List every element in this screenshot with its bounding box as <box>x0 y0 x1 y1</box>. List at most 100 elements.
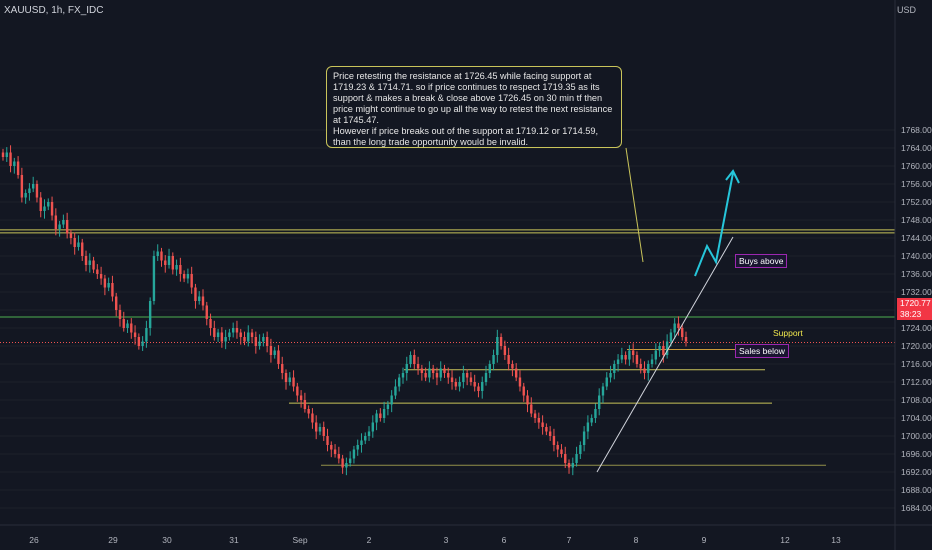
candle <box>31 184 35 189</box>
candle <box>545 427 548 432</box>
candle <box>473 382 476 387</box>
candle <box>367 431 371 436</box>
candle <box>431 368 435 373</box>
y-tick-label: 1732.00 <box>901 287 932 297</box>
candle <box>628 350 631 360</box>
candle <box>322 427 325 436</box>
candle <box>77 242 80 247</box>
projection-arrow <box>694 172 734 277</box>
support-label[interactable]: Support <box>773 328 803 338</box>
candle <box>673 323 676 333</box>
candle <box>488 364 491 373</box>
candle <box>647 364 650 373</box>
candle <box>586 422 590 432</box>
candle <box>24 193 27 198</box>
candle <box>269 346 273 355</box>
candle <box>465 373 469 378</box>
candlestick-series <box>1 145 688 476</box>
candle <box>81 242 84 256</box>
candle <box>530 404 533 414</box>
candle <box>88 260 91 265</box>
y-tick-label: 1696.00 <box>901 449 932 459</box>
candle <box>58 224 61 229</box>
y-tick-label: 1708.00 <box>901 395 932 405</box>
arrow-head <box>725 169 740 184</box>
candle <box>364 436 367 441</box>
candle <box>254 337 258 346</box>
candle <box>598 395 601 409</box>
candle <box>96 269 99 274</box>
x-tick-label: 31 <box>229 535 239 545</box>
y-tick-label: 1704.00 <box>901 413 932 423</box>
y-tick-label: 1684.00 <box>901 503 932 513</box>
candle <box>590 418 593 423</box>
candle <box>133 332 137 337</box>
candle <box>333 449 337 454</box>
candle <box>428 368 431 378</box>
candle <box>462 373 465 382</box>
candle <box>360 440 363 445</box>
chart-grid <box>0 129 895 509</box>
analysis-note[interactable]: Price retesting the resistance at 1726.4… <box>326 66 622 148</box>
x-tick-label: 7 <box>567 535 572 545</box>
note-paragraph-2: However if price breaks out of the suppo… <box>333 126 599 147</box>
candle <box>9 152 12 166</box>
candle <box>231 328 235 333</box>
candle <box>318 427 322 432</box>
candle <box>564 454 567 463</box>
candle <box>341 458 344 468</box>
candle <box>514 368 518 378</box>
candle <box>247 332 250 342</box>
y-tick-label: 1752.00 <box>901 197 932 207</box>
candle <box>50 202 54 216</box>
candle <box>145 328 148 342</box>
candle <box>99 274 103 279</box>
candle <box>681 328 684 337</box>
sales-below-label[interactable]: Sales below <box>735 344 789 358</box>
candle <box>635 355 639 364</box>
buys-above-label[interactable]: Buys above <box>735 254 788 268</box>
time-axis: 26 29 30 31 Sep 2 3 6 7 8 9 12 13 <box>0 524 932 545</box>
chart-drawings <box>596 147 740 473</box>
x-tick-label: 30 <box>162 535 172 545</box>
candle <box>190 274 193 288</box>
note-pointer <box>625 147 644 263</box>
candle <box>650 359 654 364</box>
note-paragraph-1: Price retesting the resistance at 1726.4… <box>333 71 613 125</box>
candle <box>469 377 473 382</box>
x-tick-label: 3 <box>444 535 449 545</box>
candle <box>552 436 556 445</box>
candle <box>499 337 503 346</box>
candle <box>141 341 144 346</box>
candle <box>375 413 378 423</box>
price-axis: 1684.00 1688.00 1692.00 1696.00 1700.00 1704.… <box>894 0 932 550</box>
y-tick-label: 1748.00 <box>901 215 932 225</box>
candle <box>601 386 605 396</box>
candle <box>416 364 420 369</box>
y-tick-label: 1736.00 <box>901 269 932 279</box>
candle <box>605 377 608 387</box>
candle <box>454 382 458 387</box>
candle <box>182 274 186 279</box>
candle <box>179 265 182 274</box>
candle <box>409 355 412 364</box>
candle <box>43 206 46 211</box>
candle <box>511 364 514 369</box>
candle <box>684 337 688 342</box>
currency-label: USD <box>896 5 916 15</box>
candle <box>382 409 386 418</box>
candle <box>307 409 310 414</box>
candle <box>262 337 265 342</box>
candle <box>450 377 454 382</box>
candle <box>265 337 269 346</box>
symbol-label[interactable]: XAUUSD, 1h, FX_IDC <box>4 5 104 16</box>
candle <box>582 431 586 445</box>
y-tick-label: 1688.00 <box>901 485 932 495</box>
candle <box>394 386 397 396</box>
candle <box>458 382 461 387</box>
candle <box>560 449 563 454</box>
y-tick-label: 1692.00 <box>901 467 932 477</box>
candle <box>284 373 288 382</box>
x-tick-label: 9 <box>702 535 707 545</box>
candle <box>152 256 156 301</box>
